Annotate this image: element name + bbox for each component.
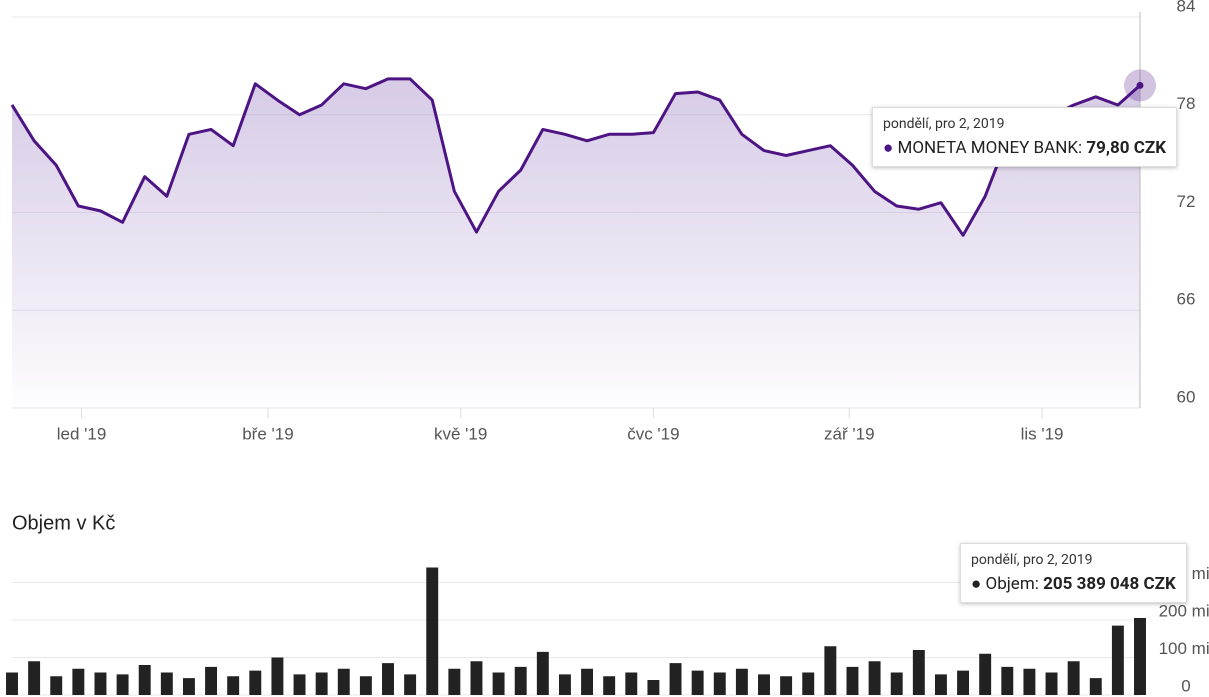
bar [138, 665, 151, 695]
y-tick-label: 60 [1177, 387, 1196, 406]
bar [780, 676, 793, 695]
y-tick-label: 0 [1181, 676, 1190, 695]
bar [890, 672, 903, 695]
x-tick-label: led '19 [57, 424, 107, 443]
bar [28, 661, 41, 695]
bar [802, 672, 815, 695]
bar [1134, 617, 1146, 695]
bar [337, 668, 350, 695]
bar [94, 672, 107, 695]
bar [934, 674, 947, 695]
x-tick-label: kvě '19 [434, 424, 487, 443]
line [10, 77, 1141, 237]
bar [558, 674, 571, 695]
bar [426, 567, 439, 695]
x-tick-label: lis '19 [1021, 424, 1064, 443]
tooltip-series: Objem: [985, 574, 1039, 594]
x-tick-label: čvc '19 [627, 424, 679, 443]
bar [1067, 661, 1080, 695]
price-tooltip: pondělí, pro 2, 2019 ● MONETA MONEY BANK… [872, 107, 1178, 167]
bar [1045, 672, 1058, 695]
bar [625, 672, 638, 695]
bar [846, 666, 859, 695]
tooltip-series: MONETA MONEY BANK: [897, 138, 1083, 158]
bar [1001, 666, 1014, 695]
bar [1111, 625, 1124, 695]
bar [581, 668, 594, 695]
bar [72, 668, 85, 695]
bar [824, 646, 837, 695]
y-tick-label: 72 [1177, 192, 1196, 211]
bar [293, 674, 306, 695]
bar [182, 678, 195, 695]
bar [116, 674, 129, 695]
bar [249, 670, 262, 695]
bar [758, 674, 770, 695]
tooltip-value: 205 389 048 CZK [1043, 574, 1176, 594]
bar [50, 676, 63, 695]
y-tick-label: 100 mil [1159, 639, 1209, 658]
x-tick-label: bře '19 [242, 424, 293, 443]
y-tick-label: 66 [1177, 290, 1196, 309]
y-tick-label: 200 mil [1159, 601, 1209, 620]
bar [912, 650, 925, 695]
hover-dot [1136, 81, 1144, 89]
bar [514, 666, 527, 695]
bar [6, 672, 18, 695]
area [12, 78, 1140, 409]
bar [735, 668, 748, 695]
bar [1023, 668, 1036, 695]
x-tick-label: zář '19 [824, 424, 875, 443]
bar [536, 651, 549, 695]
bar [868, 661, 881, 695]
bar [669, 663, 682, 695]
tooltip-row: ● Objem: 205 389 048 CZK [971, 574, 1176, 594]
volume-title: Objem v Kč [12, 512, 115, 534]
bar [691, 670, 704, 695]
y-tick-label: 78 [1177, 94, 1196, 113]
bar [492, 672, 505, 695]
bar [205, 666, 218, 695]
bar [470, 661, 483, 695]
bar [227, 676, 240, 695]
tooltip-date: pondělí, pro 2, 2019 [971, 552, 1093, 568]
bar [448, 668, 461, 695]
bar [404, 674, 417, 695]
volume-tooltip: pondělí, pro 2, 2019 ● Objem: 205 389 04… [960, 543, 1187, 603]
bar [271, 657, 284, 695]
y-tick-label: 84 [1177, 0, 1196, 15]
bar [979, 653, 992, 695]
bar [160, 672, 173, 695]
bar [957, 670, 970, 695]
bar [382, 663, 394, 695]
bar [1089, 678, 1102, 695]
bar [647, 680, 660, 695]
tooltip-date: pondělí, pro 2, 2019 [883, 116, 1005, 132]
tooltip-value: 79,80 CZK [1086, 138, 1167, 158]
bar [359, 676, 372, 695]
bar [713, 672, 726, 695]
tooltip-row: ● MONETA MONEY BANK: 79,80 CZK [883, 138, 1167, 158]
bar [315, 672, 328, 695]
bar [603, 676, 616, 695]
